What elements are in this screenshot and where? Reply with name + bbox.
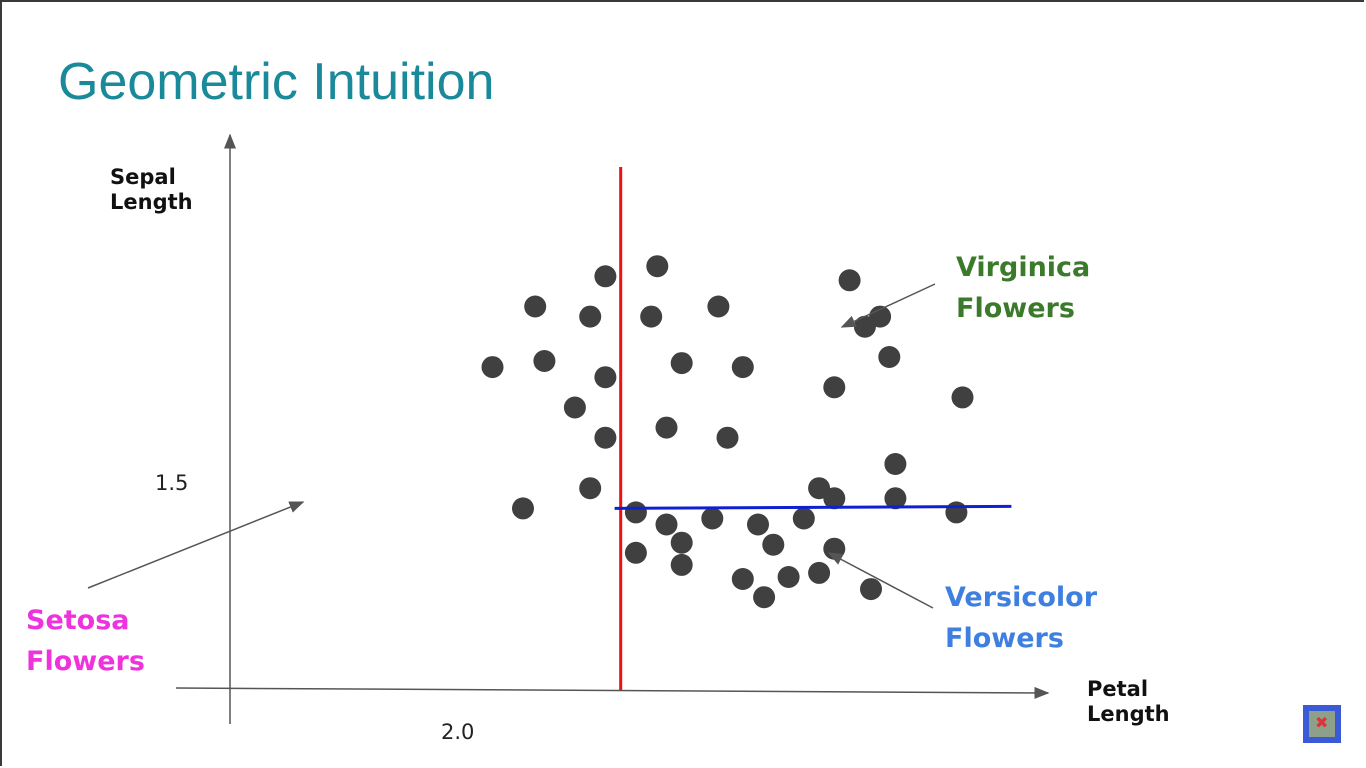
data-point-28	[951, 386, 974, 409]
data-point-42	[753, 586, 776, 609]
data-point-36	[624, 541, 647, 564]
mute-icon	[1309, 711, 1335, 737]
data-point-10	[670, 352, 693, 375]
setosa-label: Setosa Flowers	[26, 601, 145, 682]
data-point-34	[670, 531, 693, 554]
data-point-8	[533, 350, 556, 372]
data-point-14	[512, 497, 534, 520]
data-point-39	[777, 566, 800, 588]
data-point-20	[701, 507, 724, 530]
horizontal-threshold-line	[614, 504, 1012, 510]
data-point-29	[884, 453, 907, 475]
x-axis-title: Petal Length	[1087, 677, 1170, 727]
data-point-12	[563, 396, 586, 419]
data-point-43	[860, 578, 882, 601]
data-point-7	[481, 356, 504, 379]
data-point-4	[579, 305, 602, 328]
data-point-32	[823, 487, 846, 510]
setosa-arrow	[87, 501, 305, 589]
data-point-38	[731, 568, 754, 590]
data-point-6	[707, 295, 730, 318]
data-point-23	[823, 376, 846, 399]
data-point-17	[716, 426, 739, 449]
data-point-35	[762, 533, 785, 556]
y-axis-title-line2: Length	[110, 190, 193, 215]
virginica-label-line1: Virginica	[956, 252, 1091, 283]
data-point-1	[594, 265, 617, 288]
virginica-label: Virginica Flowers	[956, 248, 1090, 329]
data-point-26	[869, 305, 892, 328]
data-point-13	[594, 426, 617, 449]
data-point-21	[747, 513, 769, 536]
x-tick-label: 2.0	[441, 720, 475, 744]
data-point-37	[670, 553, 693, 576]
data-point-31	[792, 507, 815, 530]
y-axis-title-line1: Sepal	[110, 165, 176, 189]
data-point-27	[878, 346, 901, 368]
x-axis-title-line1: Petal	[1087, 677, 1149, 701]
data-point-33	[884, 487, 907, 510]
data-point-9	[594, 366, 617, 389]
versicolor-arrow	[827, 552, 934, 609]
data-point-3	[524, 295, 547, 318]
data-point-18	[624, 501, 647, 524]
picture-in-picture-icon[interactable]	[1303, 705, 1341, 743]
x-axis	[175, 686, 1050, 699]
setosa-label-line1: Setosa	[26, 605, 130, 636]
y-axis-title: Sepal Length	[110, 165, 193, 215]
points-layer	[481, 255, 974, 609]
data-point-41	[808, 561, 831, 584]
virginica-arrow	[840, 283, 936, 328]
data-point-2	[646, 255, 669, 278]
y-tick-label: 1.5	[155, 471, 189, 495]
setosa-label-line2: Flowers	[26, 645, 145, 677]
versicolor-label-line1: Versicolor	[945, 582, 1098, 613]
virginica-label-line2: Flowers	[956, 292, 1075, 324]
data-point-11	[731, 356, 754, 379]
slide-title: Geometric Intuition	[58, 53, 495, 111]
data-point-5	[640, 305, 663, 328]
versicolor-label: Versicolor Flowers	[945, 578, 1097, 659]
data-point-15	[579, 477, 602, 500]
x-axis-title-line2: Length	[1087, 702, 1170, 727]
data-point-25	[838, 269, 861, 292]
versicolor-label-line2: Flowers	[945, 622, 1064, 654]
data-point-19	[655, 513, 678, 536]
data-point-30	[945, 501, 968, 524]
data-point-16	[655, 416, 678, 439]
